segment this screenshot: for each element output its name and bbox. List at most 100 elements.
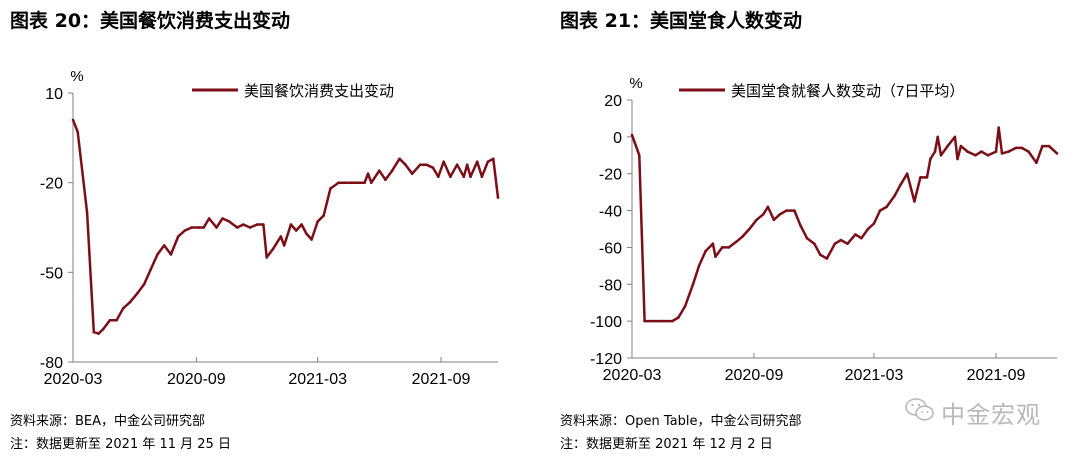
data-point	[366, 172, 370, 175]
data-point	[262, 223, 265, 226]
data-point	[1035, 161, 1038, 164]
data-point	[785, 209, 788, 212]
data-point	[691, 283, 695, 286]
y-unit-label: %	[70, 68, 83, 85]
data-point	[893, 194, 896, 198]
note-left: 注：数据更新至 2021 年 11 月 25 日	[10, 437, 231, 452]
data-point	[905, 172, 909, 175]
data-point	[202, 226, 205, 229]
x-tick-label: 2020-03	[44, 371, 103, 388]
data-point	[115, 318, 118, 322]
data-point	[704, 249, 707, 253]
data-point	[793, 209, 796, 212]
data-point	[854, 233, 857, 236]
data-point	[799, 224, 802, 227]
data-point	[872, 222, 876, 225]
data-point	[404, 163, 407, 166]
data-point	[169, 253, 173, 256]
data-point	[156, 253, 159, 256]
data-point	[939, 154, 943, 157]
data-point	[442, 160, 446, 163]
data-point	[221, 217, 224, 220]
data-point	[449, 175, 452, 178]
y-tick-label: -20	[40, 176, 63, 193]
data-point	[92, 330, 96, 334]
data-point	[183, 229, 187, 232]
data-point	[294, 229, 298, 232]
y-tick-label: 20	[604, 93, 622, 110]
data-point	[846, 242, 849, 245]
data-point	[384, 178, 387, 181]
data-point	[437, 175, 440, 178]
data-point	[755, 218, 758, 222]
y-tick-label: -20	[599, 167, 622, 184]
y-tick-label: -120	[590, 351, 622, 368]
data-point	[136, 292, 139, 295]
data-point	[390, 169, 394, 172]
data-point	[242, 223, 245, 226]
y-tick-label: -80	[40, 355, 63, 372]
watermark: 中金宏观	[905, 395, 1041, 430]
legend-label: 美国堂食就餐人数变动（7日平均）	[731, 83, 964, 100]
y-tick-label: 10	[45, 86, 63, 103]
data-point	[946, 144, 949, 148]
data-point	[190, 226, 193, 229]
y-tick-label: -80	[599, 277, 622, 294]
data-point	[71, 118, 75, 122]
data-point	[1000, 152, 1004, 155]
y-unit-label: %	[629, 75, 642, 92]
data-point	[677, 316, 680, 319]
data-point	[486, 160, 490, 163]
data-point	[1047, 144, 1051, 148]
data-point	[279, 235, 283, 238]
data-point	[986, 154, 990, 157]
data-point	[1014, 146, 1018, 150]
data-point	[671, 319, 674, 323]
data-point	[919, 176, 922, 179]
data-point	[643, 319, 646, 323]
data-point	[956, 157, 959, 161]
x-tick-label: 2020-09	[725, 367, 784, 384]
y-tick-label: 0	[613, 130, 622, 147]
x-tick-label: 2021-09	[412, 371, 471, 388]
data-point	[162, 244, 166, 247]
data-point	[925, 176, 929, 179]
data-point	[76, 130, 79, 134]
data-point	[496, 196, 500, 199]
data-point	[638, 154, 641, 157]
data-point	[929, 157, 932, 161]
data-point	[866, 227, 870, 231]
data-point	[714, 255, 717, 258]
data-point	[766, 205, 770, 209]
data-point	[697, 264, 701, 268]
data-point	[149, 268, 153, 271]
data-point	[128, 300, 132, 304]
data-point	[1007, 150, 1010, 153]
data-point	[492, 157, 495, 161]
x-tick-label: 2020-03	[603, 367, 662, 384]
data-point	[248, 226, 252, 229]
data-point	[235, 226, 239, 229]
data-point	[1020, 146, 1024, 150]
chart-title-right: 图表 21：美国堂食人数变动	[560, 10, 803, 32]
data-point	[410, 172, 414, 175]
data-point	[727, 246, 731, 249]
data-point	[469, 175, 472, 178]
data-point	[913, 200, 916, 203]
data-point	[933, 150, 937, 153]
data-point	[833, 242, 837, 245]
data-point	[122, 306, 125, 310]
data-point	[633, 141, 636, 144]
x-tick-label: 2021-03	[288, 371, 347, 388]
data-point	[300, 223, 303, 226]
data-point	[349, 181, 353, 184]
data-point	[272, 247, 275, 250]
y-tick-label: -100	[590, 314, 622, 331]
data-point	[425, 163, 428, 166]
data-point	[322, 214, 326, 217]
data-point	[465, 163, 469, 166]
data-point	[936, 135, 939, 139]
legend-label: 美国餐饮消费支出变动	[244, 83, 394, 100]
data-point	[741, 235, 744, 238]
